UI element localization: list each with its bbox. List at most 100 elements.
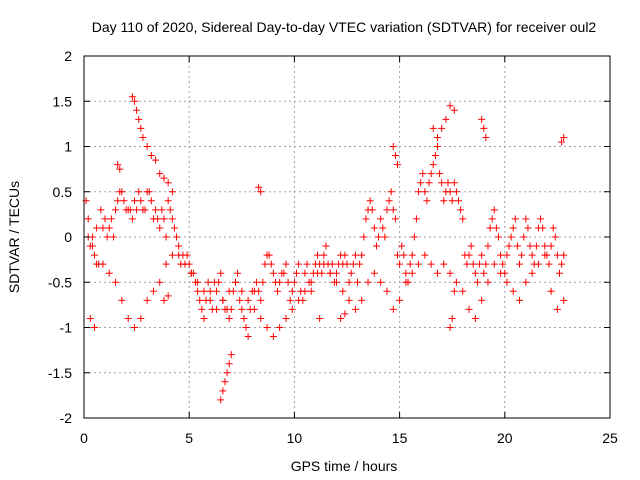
data-point: [433, 143, 441, 150]
data-point: [276, 324, 284, 331]
data-point: [282, 314, 290, 322]
y-tick-label: -1: [60, 320, 73, 336]
data-point: [173, 233, 181, 241]
data-point: [105, 269, 113, 277]
data-point: [391, 215, 399, 223]
data-point: [84, 215, 92, 223]
data-point: [168, 188, 176, 196]
data-point: [242, 324, 250, 331]
data-point: [244, 296, 252, 304]
data-point: [217, 396, 225, 404]
data-point: [219, 387, 227, 395]
data-point: [507, 233, 515, 241]
data-point: [551, 233, 559, 241]
data-point: [339, 287, 347, 295]
y-axis-label: SDTVAR / TECUs: [6, 181, 22, 293]
data-point: [200, 287, 208, 295]
data-point: [406, 260, 414, 268]
data-point: [303, 260, 311, 268]
data-point: [314, 269, 322, 277]
data-point: [196, 296, 204, 304]
data-point: [503, 251, 511, 259]
data-point: [452, 278, 460, 286]
data-point: [497, 251, 505, 259]
data-point: [509, 224, 517, 232]
data-point: [250, 305, 258, 313]
data-point: [128, 93, 136, 101]
data-point: [509, 287, 517, 295]
data-point: [436, 170, 444, 178]
x-tick-label: 15: [392, 430, 408, 446]
y-tick-label: 2: [64, 48, 72, 64]
data-point: [269, 269, 277, 277]
data-point: [343, 260, 351, 268]
data-points: [82, 93, 568, 404]
data-point: [133, 106, 141, 114]
data-point: [368, 206, 376, 214]
data-point: [518, 251, 526, 259]
data-point: [253, 278, 261, 286]
data-point: [387, 188, 395, 196]
data-point: [206, 296, 214, 304]
data-point: [162, 233, 170, 241]
data-point: [497, 269, 505, 277]
data-point: [257, 314, 265, 322]
data-point: [393, 251, 401, 259]
data-point: [421, 251, 429, 259]
y-tick-label: -2: [60, 410, 73, 426]
data-point: [476, 260, 484, 268]
data-point: [107, 215, 115, 223]
data-point: [295, 260, 303, 268]
data-point: [385, 197, 393, 205]
data-point: [284, 278, 292, 286]
data-point: [513, 242, 521, 250]
data-point: [314, 251, 322, 259]
data-point: [137, 124, 145, 132]
data-point: [528, 251, 536, 259]
data-point: [164, 292, 172, 300]
data-point: [423, 197, 431, 205]
data-point: [225, 360, 233, 368]
data-point: [370, 224, 378, 232]
data-point: [389, 206, 397, 214]
data-point: [244, 333, 252, 341]
data-point: [124, 314, 132, 322]
data-point: [425, 179, 433, 187]
data-point: [194, 278, 202, 286]
data-point: [267, 260, 275, 268]
data-point: [469, 260, 477, 268]
data-point: [307, 287, 315, 295]
data-point: [175, 242, 183, 250]
data-point: [168, 215, 176, 223]
data-point: [141, 206, 149, 214]
data-point: [234, 269, 242, 277]
x-tick-label: 0: [80, 430, 88, 446]
chart-title: Day 110 of 2020, Sidereal Day-to-day VTE…: [92, 19, 597, 35]
data-point: [105, 224, 113, 232]
data-point: [225, 314, 233, 322]
data-point: [154, 215, 162, 223]
data-point: [307, 278, 315, 286]
data-point: [112, 278, 120, 286]
data-point: [440, 197, 448, 205]
data-point: [547, 242, 555, 250]
data-point: [455, 197, 463, 205]
data-point: [539, 224, 547, 232]
data-point: [553, 305, 561, 313]
data-point: [181, 260, 189, 268]
data-point: [516, 260, 524, 268]
data-point: [545, 260, 553, 268]
x-tick-label: 10: [287, 430, 303, 446]
data-point: [162, 260, 170, 268]
data-point: [480, 269, 488, 277]
data-point: [400, 251, 408, 259]
data-point: [446, 188, 454, 196]
data-point: [164, 197, 172, 205]
data-point: [511, 215, 519, 223]
data-point: [421, 188, 429, 196]
data-point: [520, 233, 528, 241]
data-point: [332, 278, 340, 286]
data-point: [225, 287, 233, 295]
data-point: [158, 206, 166, 214]
